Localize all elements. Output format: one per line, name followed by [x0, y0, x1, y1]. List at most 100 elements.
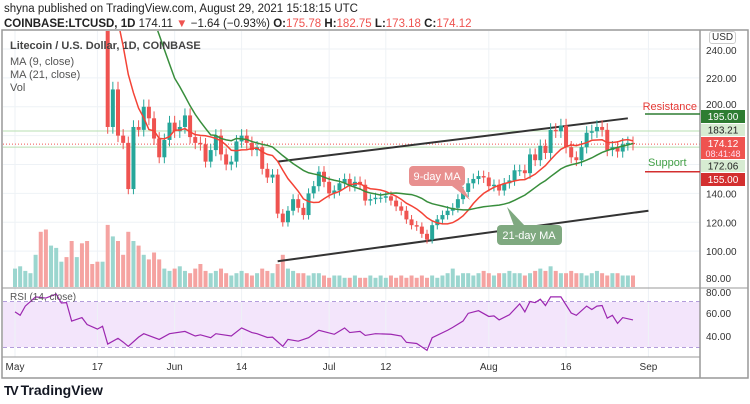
volume-bar — [394, 277, 399, 287]
support-price-tag: 155.00 — [708, 175, 739, 186]
ma21-line — [157, 31, 634, 211]
publish-info: shyna published on TradingView.com, Augu… — [4, 3, 358, 15]
candle — [13, 20, 17, 21]
candle — [146, 106, 151, 119]
volume-bar — [512, 273, 517, 287]
volume-bar — [54, 247, 59, 287]
volume-bar — [579, 273, 584, 287]
volume-bar — [162, 268, 167, 287]
candle — [280, 213, 285, 223]
volume-bar — [260, 268, 265, 287]
volume-bar — [507, 270, 512, 287]
volume-bar — [450, 268, 455, 287]
candle — [620, 144, 625, 152]
low-label: L: — [374, 18, 386, 30]
price-tick: 80.00 — [706, 274, 731, 285]
candle — [177, 126, 182, 132]
volume-bar — [239, 270, 244, 287]
rsi-pane — [14, 293, 634, 352]
volume-bar — [85, 241, 90, 287]
volume-bar — [548, 266, 553, 287]
volume-bar — [605, 275, 610, 287]
volume-bar — [126, 231, 131, 287]
volume-bar — [363, 277, 368, 287]
volume-bar — [476, 273, 481, 287]
volume-bar — [594, 270, 599, 287]
candle — [95, 0, 99, 20]
volume-bar — [79, 243, 84, 287]
level-tag: 172.06 — [708, 162, 739, 173]
time-tick: May — [6, 362, 25, 373]
high-label: H: — [324, 18, 337, 30]
volume-bar — [564, 273, 569, 287]
rsi-tick: 60.00 — [706, 309, 731, 320]
volume-bar — [461, 273, 466, 287]
candle — [419, 226, 424, 234]
volume-bar — [38, 231, 43, 287]
legend-ma9[interactable]: MA (9, close) — [10, 56, 75, 68]
candle — [491, 184, 496, 187]
tradingview-logo-icon: TV — [4, 382, 19, 398]
volume-bar — [425, 277, 429, 287]
current-price-tag-bg — [701, 137, 745, 159]
volume-bar — [131, 241, 136, 287]
volume-bar — [301, 273, 306, 287]
candle — [260, 147, 265, 169]
volume-bar — [116, 241, 120, 287]
time-tick: Sep — [640, 362, 658, 373]
volume-bar — [49, 245, 54, 287]
time-tick: 16 — [560, 362, 572, 373]
volume-bar — [43, 229, 48, 287]
currency-label[interactable]: USD — [709, 31, 737, 44]
candle — [543, 145, 548, 153]
candle — [332, 190, 337, 194]
candle — [213, 135, 218, 151]
volume-bar — [110, 236, 115, 287]
legend-rsi[interactable]: RSI (14, close) — [10, 292, 77, 303]
last-price: 174.11 — [138, 18, 173, 30]
candle — [368, 199, 373, 201]
candle — [394, 200, 399, 207]
close-label: C: — [424, 18, 437, 30]
candle — [285, 210, 290, 223]
time-tick: Jul — [323, 362, 336, 373]
candle — [234, 141, 239, 162]
candle — [564, 125, 569, 148]
volume-bar — [13, 268, 17, 287]
candle — [316, 171, 321, 187]
volume-bar — [157, 259, 162, 287]
volume-bar — [620, 275, 625, 287]
candle — [512, 170, 517, 181]
volume-bar — [327, 277, 332, 287]
candle — [425, 233, 429, 240]
candle — [121, 135, 126, 143]
volume-bar — [69, 241, 74, 287]
volume-bar — [141, 254, 146, 287]
candle — [342, 178, 347, 184]
volume-bar — [152, 252, 157, 287]
candle — [440, 215, 445, 220]
ma9-line — [119, 31, 634, 225]
candle — [275, 174, 280, 214]
candle — [445, 210, 450, 216]
volume-bar — [270, 273, 275, 287]
candle — [327, 181, 332, 194]
volume-bar — [455, 275, 460, 287]
volume-bar — [18, 266, 23, 287]
legend-ma21[interactable]: MA (21, close) — [10, 69, 81, 81]
time-tick: 14 — [236, 362, 248, 373]
volume-bar — [589, 273, 594, 287]
volume-bar — [543, 270, 548, 287]
legend-vol[interactable]: Vol — [10, 82, 26, 94]
open-label: O: — [273, 18, 286, 30]
volume-bar — [244, 273, 249, 287]
time-tick: Aug — [480, 362, 498, 373]
volume-bar — [33, 254, 38, 287]
volume-bar — [213, 270, 218, 287]
time-tick: 17 — [92, 362, 104, 373]
volume-bar — [430, 275, 435, 287]
volume-bar — [399, 275, 404, 287]
candle — [347, 178, 352, 187]
